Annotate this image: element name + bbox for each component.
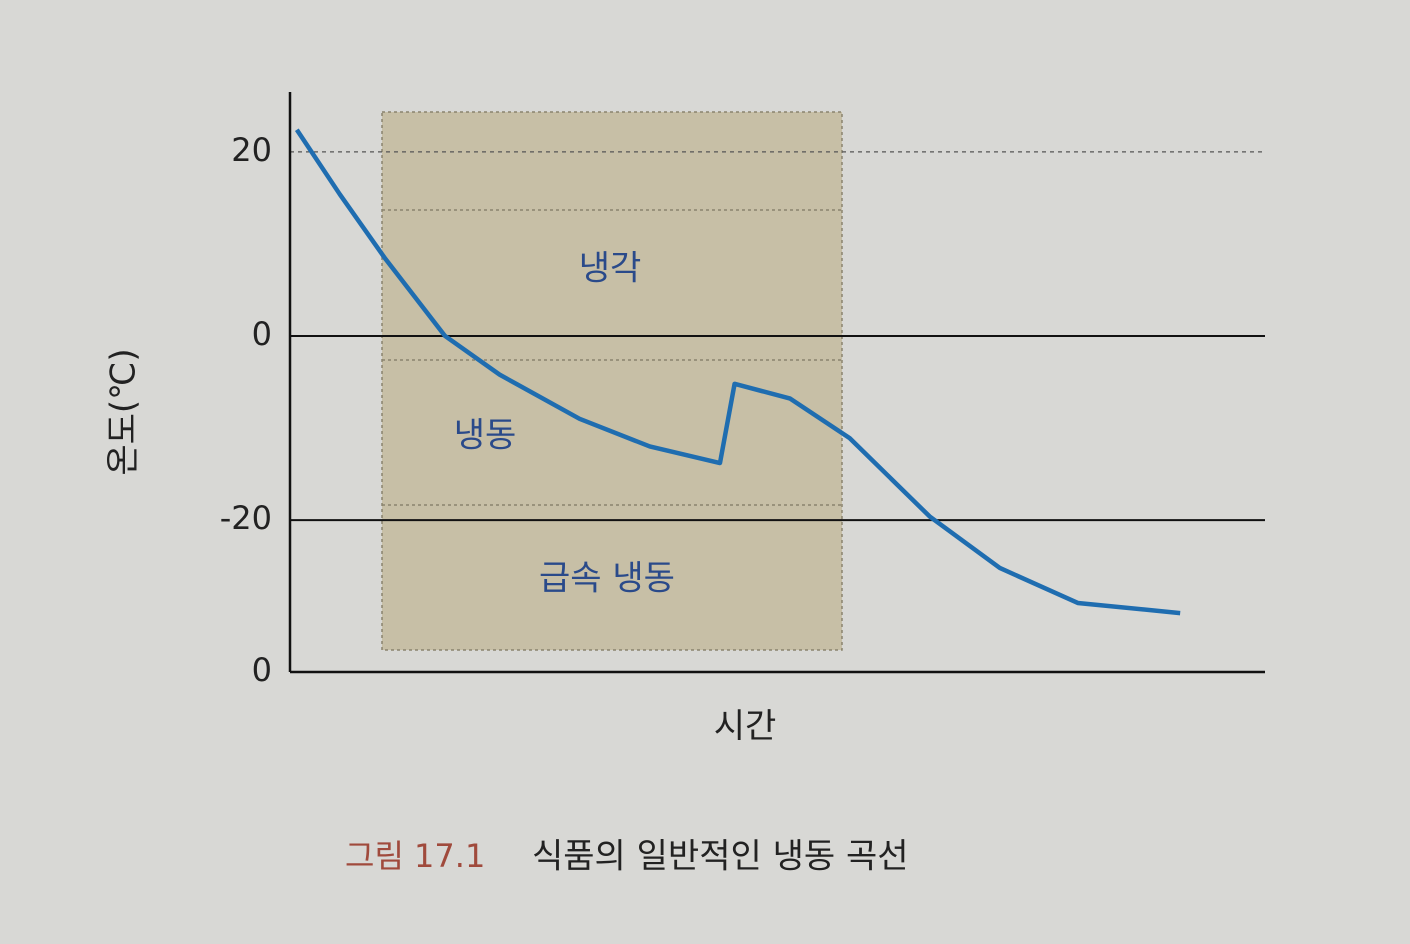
y-axis-label: 온도(℃): [104, 348, 144, 475]
region-label: 냉각: [579, 249, 642, 289]
y-tick-label: 0: [252, 315, 272, 353]
region-label: 급속 냉동: [539, 559, 675, 599]
y-tick-label: -20: [220, 499, 272, 537]
y-tick-label: 0: [252, 651, 272, 689]
region-label: 냉동: [454, 416, 517, 456]
caption: 식품의 일반적인 냉동 곡선: [532, 837, 909, 877]
curve: [294, 128, 1181, 616]
process-box: [381, 111, 843, 651]
x-axis-label: 시간: [714, 707, 777, 747]
y-tick-label: 20: [231, 131, 272, 169]
caption-number: 그림 17.1: [345, 837, 485, 875]
